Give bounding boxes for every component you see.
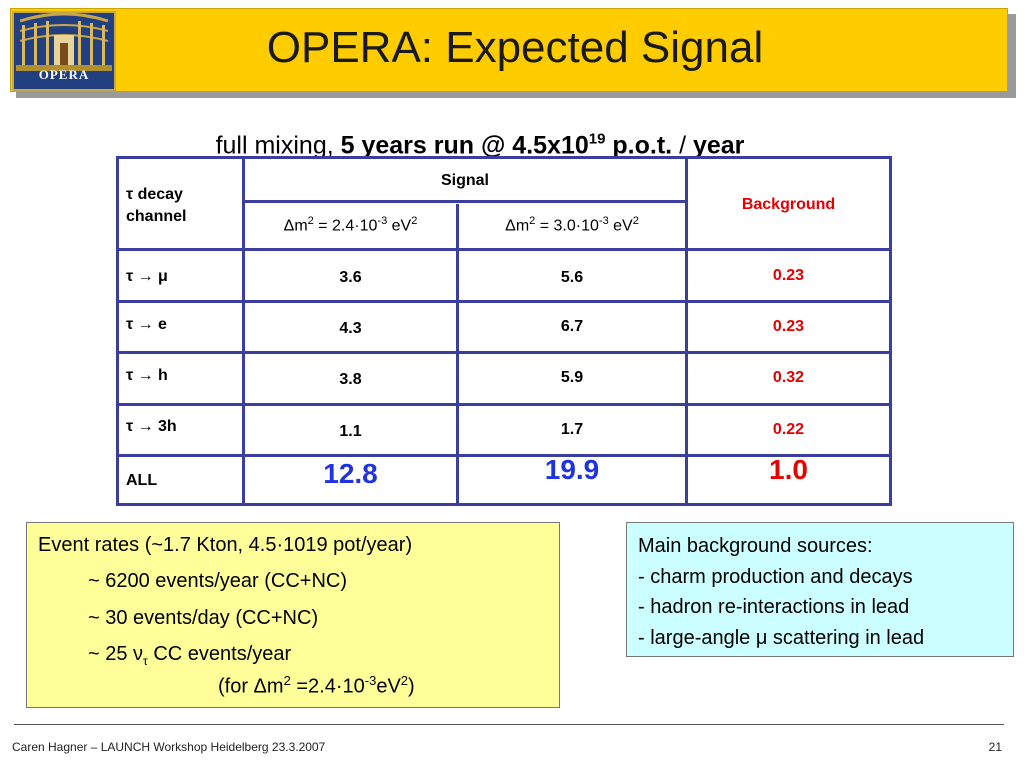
table-border-top [116,156,892,159]
background-source-muon: - large-angle μ scattering in lead [638,626,925,649]
channel-tau-mu: τ → μ [126,268,168,285]
background-source-charm: - charm production and decays [638,565,913,588]
page-number: 21 [988,740,1002,754]
page-title: OPERA: Expected Signal [266,23,764,72]
table-line-row1 [116,300,892,303]
opera-logo: OPERA [12,11,116,91]
header-dm2-low: Δm2 = 2.4·10-3 eV2 [283,215,418,235]
table-divider-background [685,156,688,506]
table-border-left [116,156,119,506]
signal-low-total: 12.8 [323,458,378,489]
table-border-right [889,156,892,506]
background-tau-h: 0.32 [772,369,805,386]
signal-high-total: 19.9 [544,454,600,485]
signal-high-tau-3h: 1.7 [560,421,584,438]
channel-tau-e: τ → e [126,316,167,333]
table-line-signal [242,200,688,203]
header-channel-word: channel [126,208,187,225]
table-divider-signal [456,204,459,506]
table-line-row3 [116,403,892,406]
subtitle-pot: p.o.t. [605,131,673,160]
table-divider-channel [242,156,245,506]
title-bar [10,8,1008,92]
header-dm2-high: Δm2 = 3.0·10-3 eV2 [505,215,639,235]
event-rates-line-1: Event rates (~1.7 Kton, 4.5·1019 pot/yea… [38,534,413,556]
background-tau-3h: 0.22 [772,421,805,438]
logo-text: OPERA [38,67,90,82]
background-sources-title: Main background sources: [638,535,873,557]
table-line-row4 [116,454,892,457]
signal-high-tau-h: 5.9 [560,369,584,386]
signal-high-tau-e: 6.7 [560,318,584,335]
event-rates-line-4: ~ 25 ντ CC events/year [88,643,292,668]
subtitle-separator: / [672,131,693,160]
footer-author: Caren Hagner – LAUNCH Workshop Heidelber… [12,740,326,754]
subtitle-exponent: 19 [588,131,606,148]
background-total: 1.0 [769,454,808,485]
opera-theatre-logo-icon [14,13,114,89]
footer-divider [14,724,1004,725]
subtitle-run: 5 years run @ 4.5x10 [340,131,589,160]
background-tau-mu: 0.23 [772,267,805,284]
signal-table: τ decay channel Signal Background Δm2 = 2… [116,156,892,506]
table-line-header [116,248,892,251]
signal-high-tau-mu: 5.6 [560,269,584,286]
channel-tau-h: τ → h [126,367,168,384]
tau-symbol: τ [126,186,134,203]
table-border-bottom [116,503,892,506]
event-rates-line-5: (for Δm2 =2.4·10-3eV2) [218,673,415,698]
channel-tau-3h: τ → 3h [126,418,177,435]
event-rates-line-3: ~ 30 events/day (CC+NC) [88,607,319,629]
subtitle-year: year [692,131,745,160]
signal-low-tau-h: 3.8 [339,371,362,388]
header-decay-channel: τ decay channel [126,184,186,228]
channel-all: ALL [126,472,158,489]
background-source-hadron: - hadron re-interactions in lead [638,596,910,618]
background-tau-e: 0.23 [772,318,805,335]
header-decay-word: decay [133,186,183,203]
table-line-row2 [116,351,892,354]
event-rates-box: Event rates (~1.7 Kton, 4.5·1019 pot/yea… [26,522,560,708]
event-rates-line-2: ~ 6200 events/year (CC+NC) [88,570,348,592]
header-background: Background [741,196,836,213]
signal-low-tau-e: 4.3 [339,320,362,337]
signal-low-tau-mu: 3.6 [339,269,362,286]
subtitle-prefix: full mixing, [215,131,341,160]
subtitle: full mixing, 5 years run @ 4.5x1019 p.o.… [120,124,840,161]
signal-low-tau-3h: 1.1 [339,423,362,440]
background-sources-box: Main background sources: - charm product… [626,522,1014,657]
header-signal: Signal [440,172,489,189]
